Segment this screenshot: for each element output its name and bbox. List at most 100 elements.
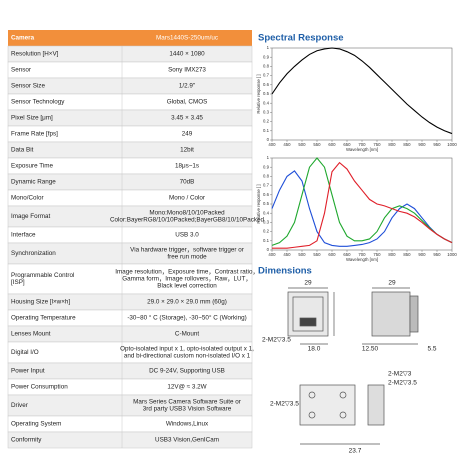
x-tick-label: 700 xyxy=(358,142,366,147)
label-cell: Power Input xyxy=(11,368,45,375)
label-cell: Data Bit xyxy=(11,147,34,154)
dim-label: 2-M2▽3 xyxy=(388,371,412,378)
x-tick-label: 850 xyxy=(403,142,411,147)
y-tick-label: 0.4 xyxy=(263,100,270,105)
value-cell: free run mode xyxy=(167,254,207,261)
x-tick-label: 850 xyxy=(403,252,411,257)
x-tick-label: 650 xyxy=(343,142,351,147)
value-cell: 70dB xyxy=(180,179,195,186)
x-tick-label: 1000 xyxy=(447,252,457,257)
y-tick-label: 0 xyxy=(267,247,270,252)
label-cell: Dynamic Range xyxy=(11,179,56,186)
y-tick-label: 0.1 xyxy=(263,238,270,243)
x-tick-label: 550 xyxy=(313,252,321,257)
value-cell: 249 xyxy=(182,131,193,138)
y-tick-label: 0.3 xyxy=(263,220,270,225)
x-tick-label: 750 xyxy=(373,142,381,147)
x-tick-label: 500 xyxy=(298,142,306,147)
label-cell: Digital I/O xyxy=(11,349,39,356)
x-tick-label: 1000 xyxy=(447,142,457,147)
x-tick-label: 400 xyxy=(268,252,276,257)
value-cell: 1/2.9" xyxy=(179,83,195,90)
label-cell: Sensor xyxy=(11,67,31,74)
header-cell: Camera xyxy=(11,35,35,42)
dim-label: 2-M2▽3.5 xyxy=(388,380,417,387)
x-tick-label: 700 xyxy=(358,252,366,257)
table-row xyxy=(7,431,253,449)
y-tick-label: 0.9 xyxy=(263,164,270,169)
dim-label: 2-M2▽3.5 xyxy=(270,401,299,408)
table-row xyxy=(7,226,253,244)
x-tick-label: 950 xyxy=(433,252,441,257)
table-row xyxy=(7,61,253,79)
response-curve xyxy=(271,47,453,135)
x-tick-label: 400 xyxy=(268,142,276,147)
y-tick-label: 0.5 xyxy=(263,91,270,96)
label-cell: Power Consumption xyxy=(11,384,68,391)
value-cell: USB 3.0 xyxy=(175,232,199,239)
value-cell: Mono:Mono8/10/10Packed xyxy=(149,210,225,217)
y-tick-label: 0.8 xyxy=(263,174,270,179)
x-tick-label: 900 xyxy=(418,142,426,147)
label-cell: Conformity xyxy=(11,437,42,444)
value-cell: USB3 Vision,GenICam xyxy=(155,437,219,444)
value-cell: -30~80 ° C (Storage), -30~50° C (Working… xyxy=(127,314,246,322)
x-tick-label: 550 xyxy=(313,142,321,147)
y-tick-label: 0.3 xyxy=(263,110,270,115)
value-cell: Windows,Linux xyxy=(166,421,209,428)
value-cell: Mars Series Camera Software Suite or xyxy=(133,399,241,406)
y-tick-label: 0.5 xyxy=(263,201,270,206)
x-tick-label: 600 xyxy=(328,142,336,147)
bottom-view xyxy=(299,384,385,445)
label-cell: Mono/Color xyxy=(11,195,44,202)
table-row xyxy=(7,141,253,159)
value-cell: Mono / Color xyxy=(169,195,205,202)
spectral-heading: Spectral Response xyxy=(258,33,344,44)
x-tick-label: 450 xyxy=(283,142,291,147)
x-axis-label: Wavelength [nm] xyxy=(346,257,378,262)
response-curve xyxy=(271,157,453,246)
value-cell: Via hardware trigger，software trigger or xyxy=(130,247,244,254)
dim-label: 5.5 xyxy=(427,346,436,353)
x-tick-label: 600 xyxy=(328,252,336,257)
value-cell: DC 9-24V, Supporting USB xyxy=(149,368,225,375)
y-axis-label: Relative response [ ] xyxy=(256,184,261,223)
label-cell: Operating Temperature xyxy=(11,315,76,322)
dim-label: 2-M2▽3.5 xyxy=(262,337,291,344)
dimensions-heading: Dimensions xyxy=(258,266,312,277)
y-tick-label: 0.1 xyxy=(263,128,270,133)
x-tick-label: 650 xyxy=(343,252,351,257)
label-cell: Driver xyxy=(11,402,28,409)
x-tick-label: 800 xyxy=(388,252,396,257)
value-cell: Black level correction xyxy=(157,283,217,290)
front-view xyxy=(287,287,335,345)
label-cell: Interface xyxy=(11,232,36,239)
value-cell: Image resolution，Exposure time，Contrast … xyxy=(115,269,259,276)
y-tick-label: 0.7 xyxy=(263,183,270,188)
dim-label: 12.50 xyxy=(362,346,379,353)
y-tick-label: 0.2 xyxy=(263,119,270,124)
table-row xyxy=(7,189,253,207)
header-row xyxy=(8,30,252,46)
label-cell: [ISP] xyxy=(11,279,25,286)
value-cell: and bi-directional custom non-isolated I… xyxy=(124,353,251,360)
y-tick-label: 0.6 xyxy=(263,82,270,87)
value-cell: 3rd party USB3 Vision Software xyxy=(143,406,232,413)
y-tick-label: 1 xyxy=(267,155,270,160)
y-tick-label: 0.6 xyxy=(263,192,270,197)
label-cell: Synchronization xyxy=(11,250,56,257)
plot-frame xyxy=(271,47,453,141)
label-cell: Sensor Technology xyxy=(11,99,65,106)
dim-label: 29 xyxy=(304,280,312,287)
y-tick-label: 0.2 xyxy=(263,229,270,234)
label-cell: Programmable Control xyxy=(11,272,74,279)
label-cell: Resolution [H×V] xyxy=(11,51,59,58)
x-tick-label: 950 xyxy=(433,142,441,147)
label-cell: Frame Rate [fps] xyxy=(11,131,58,138)
value-cell: Global, CMOS xyxy=(167,99,208,106)
label-cell: Image Format xyxy=(11,213,50,220)
value-cell: Opto-isolated input x 1, opto-isolated o… xyxy=(120,346,254,353)
header-cell: Mars1440S-250um/uc xyxy=(156,35,218,42)
value-cell: 29.0 × 29.0 × 29.0 mm (60g) xyxy=(147,299,227,306)
